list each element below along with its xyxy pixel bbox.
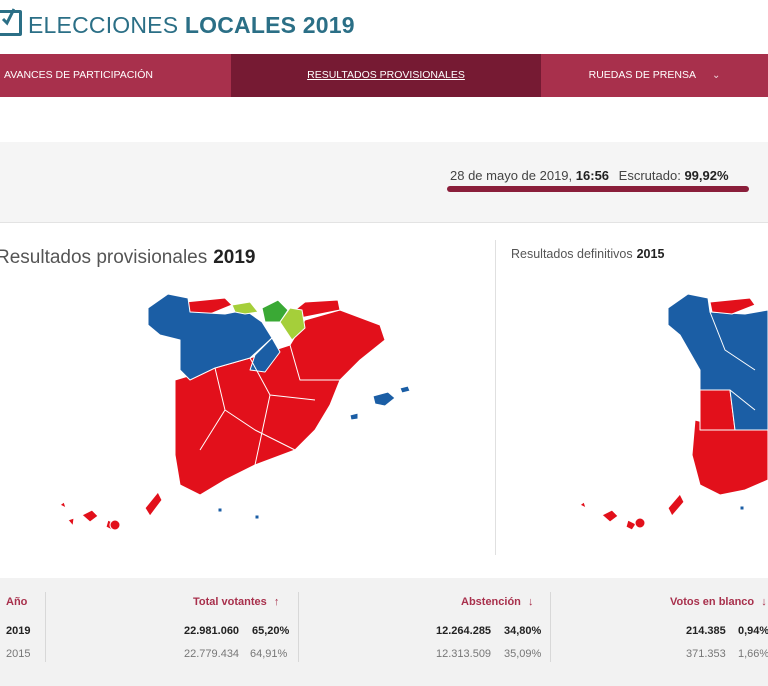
region-red-canarias-3 bbox=[144, 491, 163, 517]
row-2019-abstention: 12.264.285 bbox=[436, 625, 492, 637]
region-red-canarias-2015-5 bbox=[634, 517, 646, 529]
table-header-blank-label: Votos en blanco bbox=[670, 596, 755, 608]
row-2015-year: 2015 bbox=[6, 648, 31, 660]
region-blue-ibiza bbox=[349, 412, 359, 421]
scrutiny-value: 99,92% bbox=[684, 168, 729, 183]
region-blue-menorca bbox=[399, 385, 411, 394]
map-title-2019-year: 2019 bbox=[213, 247, 256, 268]
map-title-2019: Resultados provisionales 2019 bbox=[0, 247, 256, 269]
region-red-canarias-1 bbox=[81, 509, 99, 523]
scrutiny-label: Escrutado: bbox=[618, 168, 681, 183]
row-2015-total: 22.779.434 bbox=[184, 648, 240, 660]
region-red-canarias-2015-4 bbox=[579, 501, 587, 509]
region-red-canarias-2015-3 bbox=[667, 493, 685, 517]
row-2019-blank-pct: 0,94% bbox=[738, 625, 768, 637]
nav-item-avances-label: AVANCES DE PARTICIPACIÓN bbox=[4, 69, 153, 81]
map-title-2019-label: Resultados provisionales bbox=[0, 247, 208, 268]
region-blue-northwest bbox=[147, 293, 273, 381]
nav-item-avances[interactable]: AVANCES DE PARTICIPACIÓN bbox=[0, 54, 230, 97]
map-2015[interactable] bbox=[560, 280, 768, 540]
row-2019-year: 2019 bbox=[6, 625, 31, 637]
nav-item-resultados-label: RESULTADOS PROVISIONALES bbox=[307, 69, 465, 81]
table-header-blank[interactable]: Votos en blanco ↓ bbox=[670, 596, 767, 608]
table-header-total[interactable]: Total votantes ↑ bbox=[193, 596, 279, 608]
row-2019-abstention-pct: 34,80% bbox=[504, 625, 542, 637]
region-red-cantabria-2015 bbox=[709, 297, 756, 315]
region-blue-ceuta-2015 bbox=[739, 505, 745, 511]
region-lime-navarra bbox=[279, 307, 306, 341]
region-blue-ceuta bbox=[217, 507, 223, 513]
table-header-total-label: Total votantes bbox=[193, 596, 267, 608]
nav-item-ruedas[interactable]: RUEDAS DE PRENSA ⌄ bbox=[541, 54, 768, 97]
site-title[interactable]: ELECCIONES LOCALES 2019 bbox=[28, 12, 355, 39]
region-red-canarias-2015-1 bbox=[601, 509, 619, 523]
table-header-year[interactable]: Año bbox=[6, 596, 28, 608]
table-separator bbox=[298, 592, 299, 662]
table-header-abstention[interactable]: Abstención ↓ bbox=[461, 596, 533, 608]
region-red-south-2015 bbox=[691, 419, 768, 496]
row-2015-abstention-pct: 35,09% bbox=[504, 648, 542, 660]
region-red-canarias-5 bbox=[67, 517, 75, 527]
site-title-light: ELECCIONES bbox=[28, 12, 179, 38]
site-header: ELECCIONES LOCALES 2019 bbox=[0, 0, 768, 54]
table-separator bbox=[550, 592, 551, 662]
ballot-check-icon bbox=[0, 8, 22, 36]
row-2019-blank: 214.385 bbox=[686, 625, 726, 637]
row-2015-blank-pct: 1,66% bbox=[738, 648, 768, 660]
nav-item-resultados[interactable]: RESULTADOS PROVISIONALES bbox=[231, 54, 541, 97]
table-header-abstention-label: Abstención bbox=[461, 596, 521, 608]
region-blue-baleares bbox=[372, 391, 396, 407]
arrow-up-icon: ↑ bbox=[273, 596, 280, 608]
status-band: 28 de mayo de 2019, 16:56 Escrutado: 99,… bbox=[0, 142, 768, 223]
map-title-2015-year: 2015 bbox=[636, 247, 665, 261]
row-2015-blank: 371.353 bbox=[686, 648, 726, 660]
region-blue-east bbox=[249, 337, 281, 373]
results-table: Año Total votantes ↑ Abstención ↓ Votos … bbox=[0, 578, 768, 686]
site-title-bold: LOCALES 2019 bbox=[184, 12, 355, 38]
map-2019[interactable] bbox=[40, 280, 420, 540]
map-title-2015: Resultados definitivos 2015 bbox=[511, 247, 664, 261]
region-blue-north-2015 bbox=[667, 293, 768, 431]
region-red-southwest-2015 bbox=[699, 389, 736, 431]
map-title-2015-label: Resultados definitivos bbox=[511, 247, 633, 261]
update-date: 28 de mayo de 2019, bbox=[450, 168, 573, 183]
region-red-cantabria bbox=[184, 297, 233, 315]
scrutiny-progress-bar bbox=[447, 186, 749, 192]
region-red-main bbox=[174, 309, 386, 496]
map-divider bbox=[495, 240, 496, 555]
region-red-canarias-6 bbox=[109, 519, 121, 531]
nav-item-ruedas-label: RUEDAS DE PRENSA bbox=[588, 69, 696, 81]
arrow-down-icon: ↓ bbox=[761, 596, 767, 608]
table-separator bbox=[45, 592, 46, 662]
update-time: 16:56 bbox=[575, 168, 610, 183]
region-red-canarias-4 bbox=[59, 501, 67, 509]
row-2015-abstention: 12.313.509 bbox=[436, 648, 492, 660]
chevron-down-icon: ⌄ bbox=[711, 70, 721, 81]
main-nav: AVANCES DE PARTICIPACIÓN RESULTADOS PROV… bbox=[0, 54, 768, 97]
region-red-canarias-2015-2 bbox=[625, 519, 637, 531]
row-2015-total-pct: 64,91% bbox=[250, 648, 288, 660]
region-blue-melilla bbox=[254, 514, 260, 520]
row-2019-total-pct: 65,20% bbox=[252, 625, 290, 637]
arrow-down-icon: ↓ bbox=[527, 596, 534, 608]
update-status: 28 de mayo de 2019, 16:56 Escrutado: 99,… bbox=[450, 168, 729, 183]
region-lime-asturias bbox=[231, 301, 259, 315]
row-2019-total: 22.981.060 bbox=[184, 625, 240, 637]
